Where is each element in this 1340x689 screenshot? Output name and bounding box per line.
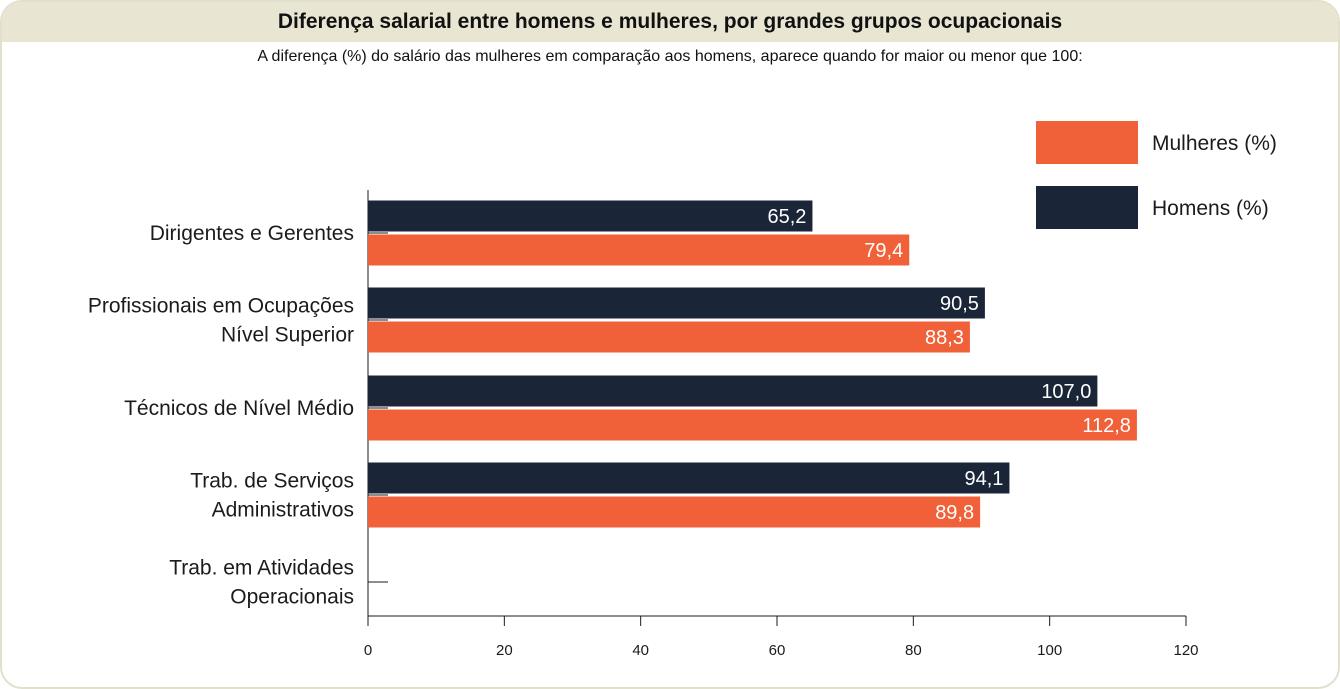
category-label: Operacionais [230, 586, 354, 609]
category-label: Trab. de Serviços [190, 470, 354, 493]
category-label: Trab. em Atividades [169, 557, 354, 580]
bar [368, 321, 970, 353]
bar-value-label: 94,1 [965, 468, 1004, 490]
bar-value-label: 88,3 [925, 327, 964, 349]
legend-swatch [1036, 121, 1138, 164]
legend-label: Mulheres (%) [1152, 132, 1277, 155]
x-tick-label: 40 [632, 642, 649, 659]
x-tick-label: 100 [1037, 642, 1062, 659]
legend-swatch [1036, 186, 1138, 229]
category-label: Profissionais em Ocupações [88, 295, 354, 318]
bar [368, 200, 813, 232]
bar [368, 496, 981, 528]
bar [368, 375, 1098, 407]
bar-value-label: 79,4 [864, 240, 903, 262]
bar [368, 287, 985, 319]
x-tick-label: 120 [1173, 642, 1198, 659]
bar-value-label: 65,2 [768, 206, 807, 228]
bar [368, 234, 910, 266]
x-tick-label: 60 [769, 642, 786, 659]
x-tick-label: 20 [496, 642, 513, 659]
x-tick-label: 0 [364, 642, 372, 659]
bar-value-label: 89,8 [935, 502, 974, 524]
category-label: Dirigentes e Gerentes [150, 222, 354, 245]
chart-subtitle: A diferença (%) do salário das mulheres … [257, 48, 1083, 65]
title-bar: Diferença salarial entre homens e mulher… [2, 2, 1338, 42]
category-label: Técnicos de Nível Médio [124, 397, 354, 420]
category-label: Administrativos [212, 499, 354, 522]
legend-label: Homens (%) [1152, 197, 1269, 220]
bar-value-label: 112,8 [1082, 415, 1131, 437]
bar [368, 409, 1137, 441]
x-tick-label: 80 [905, 642, 922, 659]
chart-title: Diferença salarial entre homens e mulher… [277, 10, 1063, 33]
bar-value-label: 107,0 [1041, 381, 1091, 403]
bar [368, 462, 1010, 494]
category-label: Nível Superior [221, 324, 354, 347]
bar-value-label: 90,5 [940, 293, 979, 315]
